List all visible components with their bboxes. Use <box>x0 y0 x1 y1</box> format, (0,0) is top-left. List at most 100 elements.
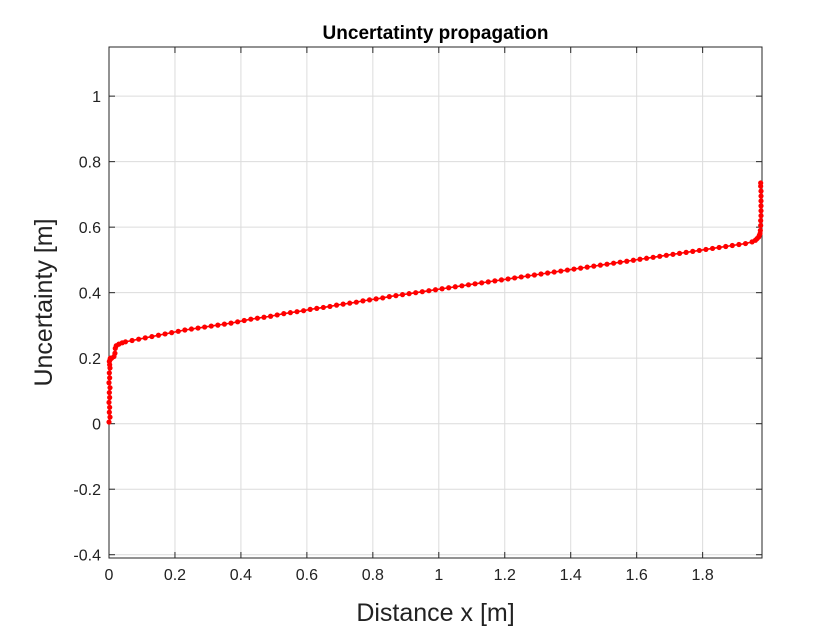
data-point <box>254 315 261 321</box>
data-point <box>624 258 630 264</box>
series <box>106 180 764 425</box>
axis-ticks <box>108 47 762 558</box>
x-tick-label: 1.8 <box>692 567 714 584</box>
data-point <box>584 264 590 270</box>
data-point <box>106 399 112 406</box>
data-point <box>650 254 656 260</box>
data-point <box>757 227 763 234</box>
data-point <box>716 244 722 251</box>
data-point <box>571 266 577 272</box>
x-tick-label: 0 <box>105 567 114 584</box>
data-point <box>228 320 234 326</box>
data-point <box>294 309 300 315</box>
data-point <box>676 250 683 256</box>
data-point <box>188 326 195 332</box>
data-point <box>195 325 201 331</box>
data-point <box>106 419 112 425</box>
data-point <box>459 283 465 289</box>
series-line <box>108 182 762 423</box>
x-tick-label: 0.2 <box>164 567 186 584</box>
x-tick-label: 1.6 <box>626 567 648 584</box>
y-tick-label: 0.6 <box>79 220 101 237</box>
data-point <box>221 321 228 327</box>
data-point <box>472 281 478 287</box>
y-tick-label: 1 <box>92 89 101 106</box>
data-point <box>106 370 112 376</box>
data-point <box>758 213 764 219</box>
data-point <box>531 272 538 278</box>
data-point <box>162 331 168 337</box>
data-point <box>353 299 359 305</box>
data-point <box>479 280 485 286</box>
data-point <box>512 275 518 281</box>
y-tick-label: 0.4 <box>79 286 101 303</box>
data-point <box>307 306 313 312</box>
plot-area <box>108 46 763 559</box>
data-point <box>129 337 135 344</box>
data-point <box>703 246 709 253</box>
data-point <box>758 188 764 194</box>
data-point <box>366 297 373 303</box>
data-point <box>208 323 214 329</box>
data-point <box>758 203 764 209</box>
data-point <box>709 245 716 252</box>
data-point <box>419 289 425 295</box>
data-point <box>657 253 663 259</box>
data-point <box>175 328 181 334</box>
data-point <box>729 242 735 249</box>
x-axis-label: Distance x [m] <box>356 599 514 627</box>
data-point <box>452 284 458 290</box>
data-point <box>327 303 333 310</box>
data-point <box>690 248 696 254</box>
data-point <box>112 350 118 356</box>
data-point <box>340 301 346 307</box>
data-point <box>107 404 113 410</box>
data-point <box>386 294 392 300</box>
data-point <box>274 312 280 318</box>
data-point <box>505 276 511 282</box>
data-point <box>426 288 432 294</box>
data-point <box>380 295 386 301</box>
data-point <box>142 335 148 341</box>
data-point <box>643 255 650 261</box>
x-tick-label: 0.8 <box>362 567 384 584</box>
data-point <box>432 287 439 293</box>
data-point <box>736 241 742 248</box>
data-point <box>106 409 112 415</box>
data-point <box>106 380 112 386</box>
data-point <box>551 269 557 275</box>
data-point <box>149 333 155 340</box>
x-tick-label: 1.4 <box>560 567 582 584</box>
data-point <box>758 222 764 229</box>
y-tick-label: 0.8 <box>79 155 101 172</box>
data-point <box>122 339 129 345</box>
y-tick-label: 0.2 <box>79 351 101 368</box>
data-point <box>465 282 472 288</box>
x-tick-label: 1 <box>434 567 443 584</box>
data-point <box>107 394 113 401</box>
grid <box>108 47 762 558</box>
data-point <box>758 218 764 224</box>
data-point <box>758 198 764 204</box>
data-point <box>518 274 524 280</box>
data-point <box>538 271 544 277</box>
data-point <box>406 291 412 297</box>
data-point <box>578 265 584 271</box>
data-point <box>758 208 764 214</box>
tick-labels: 0 0.2 0.4 0.6 0.8 1 1.2 1.4 1.6 1.8 -0.4 -0.2 0 0.2 0.… <box>73 89 713 584</box>
data-point <box>545 270 551 276</box>
data-point <box>347 300 353 306</box>
data-point <box>248 316 254 322</box>
data-point <box>485 279 491 285</box>
data-point <box>320 304 326 311</box>
data-point <box>670 251 676 257</box>
data-point <box>399 292 406 298</box>
data-point <box>630 257 636 263</box>
data-point <box>360 298 366 304</box>
data-point <box>696 247 702 254</box>
data-point <box>235 319 241 325</box>
chart-title: Uncertatinty propagation <box>323 23 549 44</box>
data-point <box>261 314 267 320</box>
data-point <box>215 322 221 328</box>
